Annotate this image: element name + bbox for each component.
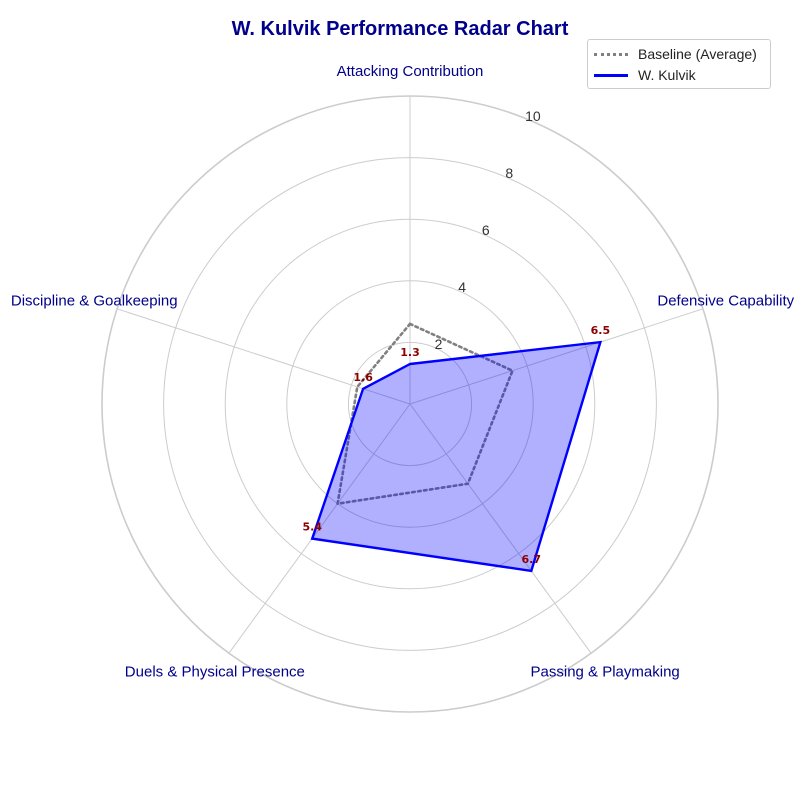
data-label: 1.6: [353, 371, 373, 384]
legend-swatch-baseline: [594, 52, 628, 56]
radial-tick-labels: 2 4 6 8 10: [435, 108, 541, 352]
grid-spoke: [228, 403, 411, 654]
data-label: 5.4: [302, 521, 322, 534]
category-labels: Attacking Contribution Defensive Capabili…: [11, 63, 795, 681]
category-label: Attacking Contribution: [337, 63, 484, 80]
legend-item-baseline: Baseline (Average): [594, 44, 757, 64]
grid-spoke: [409, 308, 704, 405]
series-polygon-baseline-average: [336, 322, 515, 506]
grid-spoke: [409, 403, 592, 654]
chart-title: W. Kulvik Performance Radar Chart: [231, 18, 569, 40]
data-label: 6.7: [522, 553, 542, 566]
radar-series: [310, 322, 603, 573]
radial-tick-label: 4: [458, 279, 466, 295]
legend-swatch-kulvik: [594, 73, 628, 77]
series-polygon-w-kulvik: [310, 340, 603, 573]
legend-label-kulvik: W. Kulvik: [638, 67, 696, 83]
radial-tick-label: 6: [482, 222, 490, 238]
radial-tick-label: 10: [525, 108, 541, 124]
legend-item-kulvik: W. Kulvik: [594, 65, 696, 85]
radar-grid: [101, 95, 719, 713]
category-label: Discipline & Goalkeeping: [11, 292, 178, 309]
data-label: 6.5: [591, 324, 611, 337]
category-label: Duels & Physical Presence: [125, 664, 305, 681]
category-label: Defensive Capability: [657, 292, 794, 309]
data-label: 1.3: [400, 346, 420, 359]
legend-label-baseline: Baseline (Average): [638, 46, 757, 62]
category-label: Passing & Playmaking: [531, 664, 680, 681]
radial-tick-label: 2: [435, 336, 443, 352]
legend: Baseline (Average) W. Kulvik: [587, 39, 771, 89]
radial-tick-label: 8: [505, 165, 513, 181]
data-labels: 1.3 6.5 6.7 5.4 1.6: [302, 324, 610, 566]
grid-spoke: [116, 308, 411, 405]
